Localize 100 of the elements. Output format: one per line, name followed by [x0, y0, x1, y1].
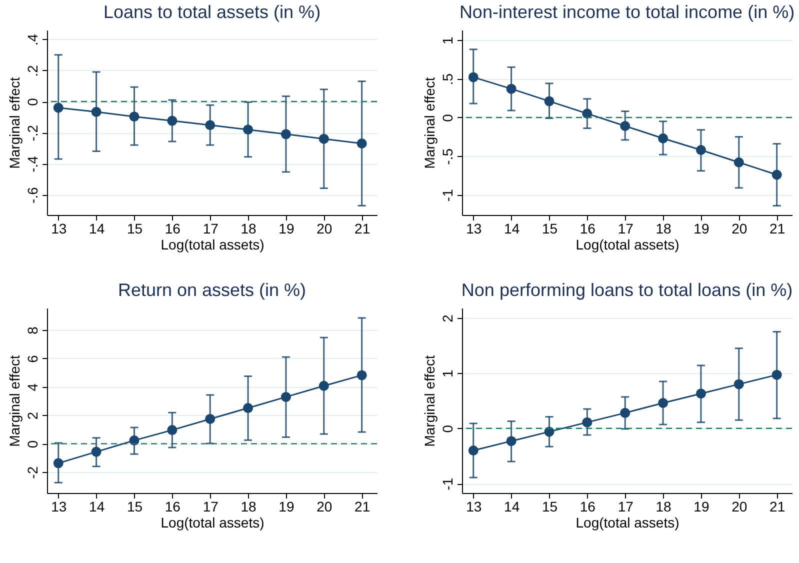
- point: [243, 124, 254, 135]
- x-tick-label: 14: [504, 498, 520, 514]
- point: [356, 138, 367, 148]
- y-tick-label: .4: [24, 34, 40, 46]
- point: [620, 120, 630, 131]
- x-tick-label: 19: [694, 498, 710, 514]
- y-tick-label: 6: [24, 354, 40, 363]
- y-axis-title: Marginal effect: [6, 77, 22, 169]
- x-tick-label: 17: [618, 498, 634, 514]
- point: [544, 96, 554, 106]
- point: [582, 417, 592, 428]
- x-tick-label: 18: [656, 220, 672, 236]
- x-tick-label: 21: [770, 220, 786, 236]
- point: [506, 84, 516, 94]
- y-tick-label: 8: [24, 326, 40, 334]
- x-tick-label: 14: [504, 220, 520, 236]
- x-tick-label: 15: [126, 220, 143, 236]
- x-tick-label: 19: [694, 220, 710, 236]
- point: [91, 106, 102, 117]
- point: [582, 108, 592, 119]
- point: [734, 157, 744, 168]
- y-tick-label: 2: [440, 314, 456, 322]
- y-tick-label: -.5: [440, 148, 456, 165]
- y-tick-label: 0: [440, 424, 456, 433]
- point: [129, 112, 140, 122]
- y-tick-label: 2: [24, 412, 40, 420]
- x-tick-label: 15: [126, 498, 143, 514]
- point: [696, 144, 706, 155]
- x-tick-label: 21: [354, 220, 370, 236]
- x-tick-label: 19: [278, 220, 294, 236]
- x-axis-title: Log(total assets): [576, 236, 680, 252]
- x-tick-label: 16: [164, 498, 181, 514]
- point: [468, 445, 478, 456]
- y-tick-label: -1: [440, 188, 456, 202]
- x-tick-label: 17: [202, 498, 219, 514]
- x-axis-title: Log(total assets): [160, 514, 264, 530]
- point: [734, 379, 744, 390]
- x-tick-label: 20: [316, 498, 332, 514]
- x-tick-label: 21: [770, 498, 786, 514]
- point: [696, 388, 706, 399]
- chart-title: Non performing loans to total loans (in %): [461, 280, 793, 300]
- x-tick-label: 18: [240, 220, 257, 236]
- point: [318, 134, 329, 144]
- point: [658, 133, 668, 144]
- x-tick-label: 16: [164, 220, 181, 236]
- y-tick-label: 1: [440, 370, 456, 378]
- point: [772, 370, 782, 380]
- point: [620, 408, 630, 418]
- x-tick-label: 18: [656, 498, 672, 514]
- x-axis-title: Log(total assets): [160, 236, 264, 252]
- y-tick-label: .5: [440, 73, 456, 86]
- x-tick-label: 20: [316, 220, 332, 236]
- x-tick-label: 13: [466, 498, 482, 514]
- x-tick-label: 17: [202, 220, 219, 236]
- x-tick-label: 20: [732, 220, 748, 236]
- y-tick-label: 0: [24, 440, 40, 448]
- x-tick-label: 21: [354, 498, 370, 514]
- x-tick-label: 20: [732, 498, 748, 514]
- x-tick-label: 19: [278, 498, 294, 514]
- point: [468, 72, 478, 82]
- x-tick-label: 13: [466, 220, 482, 236]
- y-tick-label: -1: [440, 478, 456, 490]
- chart-title: Non-interest income to total income (in %): [459, 2, 795, 22]
- point: [205, 414, 216, 424]
- x-tick-label: 18: [240, 498, 257, 514]
- x-tick-label: 17: [618, 220, 634, 236]
- point: [356, 370, 367, 380]
- x-tick-label: 16: [580, 220, 596, 236]
- point: [53, 102, 64, 113]
- x-tick-label: 13: [51, 498, 67, 514]
- chart-title: Return on assets (in %): [118, 280, 306, 300]
- point: [167, 425, 178, 436]
- x-tick-label: 14: [89, 220, 105, 236]
- y-tick-label: -.2: [24, 124, 40, 142]
- point: [658, 398, 668, 408]
- y-axis-title: Marginal effect: [422, 77, 438, 169]
- point: [280, 392, 291, 402]
- y-tick-label: 0: [440, 114, 456, 122]
- y-tick-label: 4: [24, 383, 40, 392]
- point: [544, 426, 554, 437]
- point: [280, 129, 291, 140]
- y-axis-title: Marginal effect: [6, 355, 22, 447]
- y-tick-label: -2: [24, 466, 40, 479]
- point: [91, 446, 102, 457]
- x-tick-label: 15: [542, 220, 558, 236]
- y-tick-label: 0: [24, 98, 40, 106]
- y-tick-label: -.6: [24, 186, 40, 204]
- point: [506, 436, 516, 446]
- point: [243, 403, 254, 414]
- x-tick-label: 16: [580, 498, 596, 514]
- point: [167, 116, 178, 126]
- x-axis-title: Log(total assets): [576, 514, 680, 530]
- point: [205, 120, 216, 130]
- y-tick-label: -.4: [24, 156, 40, 172]
- y-tick-label: .2: [24, 64, 40, 77]
- y-axis-title: Marginal effect: [422, 355, 438, 447]
- point: [53, 458, 64, 468]
- x-tick-label: 13: [51, 220, 67, 236]
- y-tick-label: 1: [440, 36, 456, 44]
- point: [772, 170, 782, 180]
